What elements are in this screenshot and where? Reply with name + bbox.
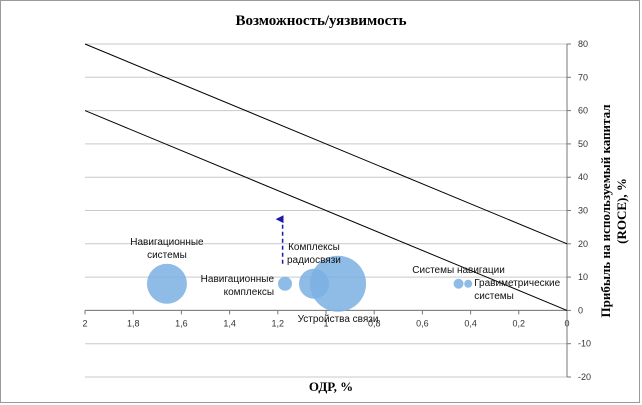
y-tick-label: -10 — [578, 339, 591, 349]
x-tick-label: 0,6 — [416, 318, 429, 328]
y-tick-label: 30 — [578, 206, 588, 216]
y-tick-label: 0 — [578, 305, 583, 315]
y-tick-label: 20 — [578, 239, 588, 249]
y-tick-label: 80 — [578, 39, 588, 49]
bubble-label: Устройства связи — [298, 314, 379, 325]
x-tick-label: 0,8 — [368, 318, 381, 328]
bubble — [278, 276, 293, 291]
chart-title: Возможность/уязвимость — [235, 13, 407, 29]
x-tick-label: 1,8 — [127, 318, 140, 328]
y-tick-label: 10 — [578, 272, 588, 282]
bubble-label: Гравиметрические системы — [474, 278, 560, 302]
bubble — [453, 278, 464, 289]
y-tick-label: 50 — [578, 139, 588, 149]
y-tick-label: 60 — [578, 106, 588, 116]
x-tick-label: 0,4 — [464, 318, 477, 328]
x-axis-title: ОДР, % — [308, 379, 354, 394]
bubble-label: Комплексы радиосвязи — [287, 242, 341, 266]
x-tick-label: 2 — [82, 318, 87, 328]
reference-line — [84, 43, 568, 245]
y-tick-label: -20 — [578, 372, 591, 382]
y-tick-label: 70 — [578, 72, 588, 82]
x-tick-label: 1,4 — [223, 318, 236, 328]
x-tick-label: 1,6 — [175, 318, 188, 328]
x-tick-label: 1 — [323, 318, 328, 328]
bubble — [146, 263, 187, 304]
x-tick-label: 0,2 — [513, 318, 526, 328]
bubble-label: Навигационные комплексы — [201, 274, 275, 298]
y-axis-title: Прибыль на используемый капитал (ROCE), … — [598, 104, 629, 318]
bubble — [310, 255, 367, 312]
bubble-label: Системы навигации — [412, 265, 505, 276]
reference-line — [84, 110, 568, 311]
x-tick-label: 1,2 — [272, 318, 285, 328]
bubble — [464, 279, 473, 288]
y-tick-label: 40 — [578, 172, 588, 182]
bubble-label: Навигационные системы — [130, 237, 204, 261]
